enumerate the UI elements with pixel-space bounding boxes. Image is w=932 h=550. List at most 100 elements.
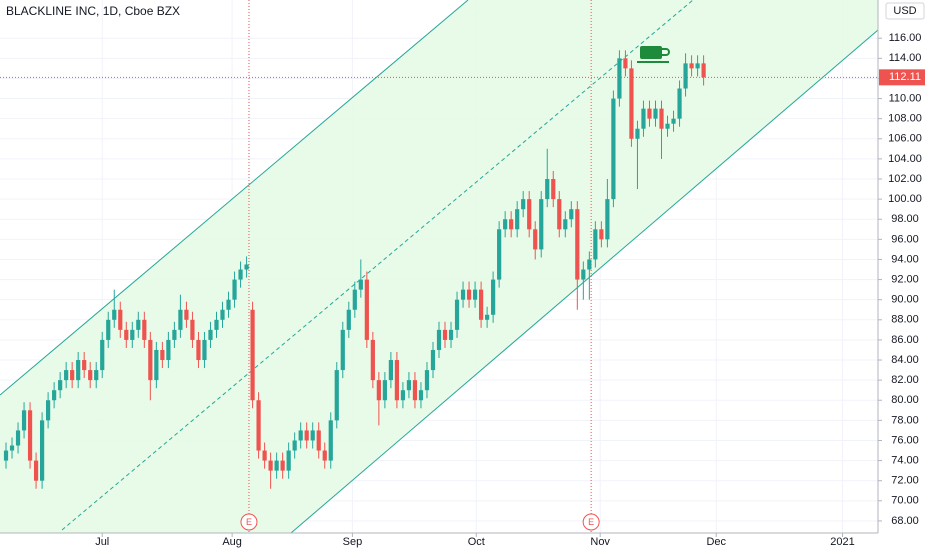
candle-body (382, 380, 387, 401)
candle-body (569, 209, 574, 220)
event-marker[interactable] (582, 513, 600, 531)
candle-body (64, 370, 69, 381)
candle-body (497, 229, 502, 280)
candle-body (683, 63, 688, 89)
candle-body (436, 329, 442, 350)
candle-body (274, 460, 279, 471)
y-tick-label: 76.00 (891, 434, 919, 446)
candle-body (424, 370, 430, 391)
candle-body (527, 199, 532, 230)
candle-body (659, 108, 664, 129)
candle-body (316, 430, 321, 451)
x-tick-label: Nov (590, 536, 610, 548)
price-axis (878, 0, 932, 550)
y-tick-label: 108.00 (888, 113, 922, 125)
candle-body (400, 390, 406, 401)
candle-body (328, 420, 333, 461)
candle-body (82, 360, 87, 371)
candle-body (611, 98, 616, 200)
candle-body (442, 329, 448, 340)
candle-body (214, 319, 219, 330)
candle-body (46, 400, 51, 421)
x-tick-label: Jul (95, 536, 109, 548)
candle-body (352, 289, 357, 310)
candle-body (593, 229, 598, 260)
y-tick-label: 70.00 (891, 495, 919, 507)
event-marker[interactable] (240, 513, 258, 531)
candle-body (76, 360, 81, 381)
candle-body (298, 430, 303, 441)
candle-body (653, 108, 658, 119)
candle-body (130, 329, 135, 340)
candle-body (460, 289, 466, 300)
y-tick-label: 78.00 (891, 414, 919, 426)
candle-body (226, 299, 231, 310)
chart-title: BLACKLINE INC, 1D, Cboe BZX (6, 4, 180, 18)
candle-body (70, 370, 75, 381)
candle-body (292, 440, 297, 451)
candle-body (647, 108, 652, 119)
candle-body (100, 339, 105, 371)
coffee-icon (637, 46, 670, 63)
candle-body (617, 58, 622, 99)
candle-body (539, 199, 544, 250)
candle-body (304, 430, 309, 441)
y-tick-label: 88.00 (891, 314, 919, 326)
candle-body (238, 269, 243, 280)
candle-body (503, 219, 508, 230)
candle-body (190, 319, 195, 340)
candle-body (196, 339, 201, 361)
candle-body (629, 68, 634, 139)
y-tick-label: 110.00 (889, 92, 922, 104)
candle-body (154, 349, 159, 381)
y-tick-label: 92.00 (891, 273, 919, 285)
candle-body (244, 264, 249, 270)
y-tick-label: 84.00 (891, 354, 919, 366)
y-tick-label: 102.00 (888, 173, 922, 185)
x-tick-label: Dec (706, 536, 726, 548)
candle-body (27, 410, 33, 461)
currency-box[interactable] (885, 2, 925, 20)
candle-body (208, 329, 213, 340)
axes: 68.00 70.00 72.00 74.00 76.00 78.00 80.00 82.00… (0, 32, 925, 548)
candle-body (454, 299, 460, 330)
candle-body (202, 339, 207, 361)
candle-body (94, 370, 99, 381)
candle-body (635, 128, 640, 139)
candle-body (370, 339, 375, 381)
candle-body (220, 309, 225, 320)
x-tick-label: Sep (343, 536, 363, 548)
candle-body (136, 319, 141, 330)
candle-body (160, 349, 165, 361)
candle-body (358, 279, 363, 290)
y-tick-label: 98.00 (891, 213, 919, 225)
y-tick-label: 90.00 (891, 294, 919, 306)
channel-fill (0, 0, 878, 533)
channel-lower (290, 29, 879, 534)
candle-body (515, 209, 520, 230)
channel-mid (61, 0, 694, 531)
candle-body (346, 309, 351, 330)
candle-body (485, 314, 490, 320)
last-price-tag (879, 69, 925, 86)
x-tick-label: 2021 (830, 536, 854, 548)
candle-body (310, 430, 315, 441)
candle-body (521, 199, 526, 210)
candle-body (394, 360, 400, 401)
candle-body (695, 63, 700, 69)
candle-body (148, 339, 153, 381)
candle-body (551, 179, 556, 200)
candle-body (605, 199, 610, 240)
y-tick-label: 100.00 (888, 193, 922, 205)
candle-body (563, 219, 568, 230)
y-tick-label: 114.00 (889, 52, 922, 64)
y-tick-label: 116.00 (889, 32, 922, 44)
x-tick-label: Aug (222, 536, 242, 548)
candle-body (701, 63, 706, 78)
y-tick-label: 106.00 (888, 133, 922, 145)
candle-body (448, 329, 454, 340)
candle-body (677, 88, 682, 119)
event-label: E (588, 517, 594, 527)
